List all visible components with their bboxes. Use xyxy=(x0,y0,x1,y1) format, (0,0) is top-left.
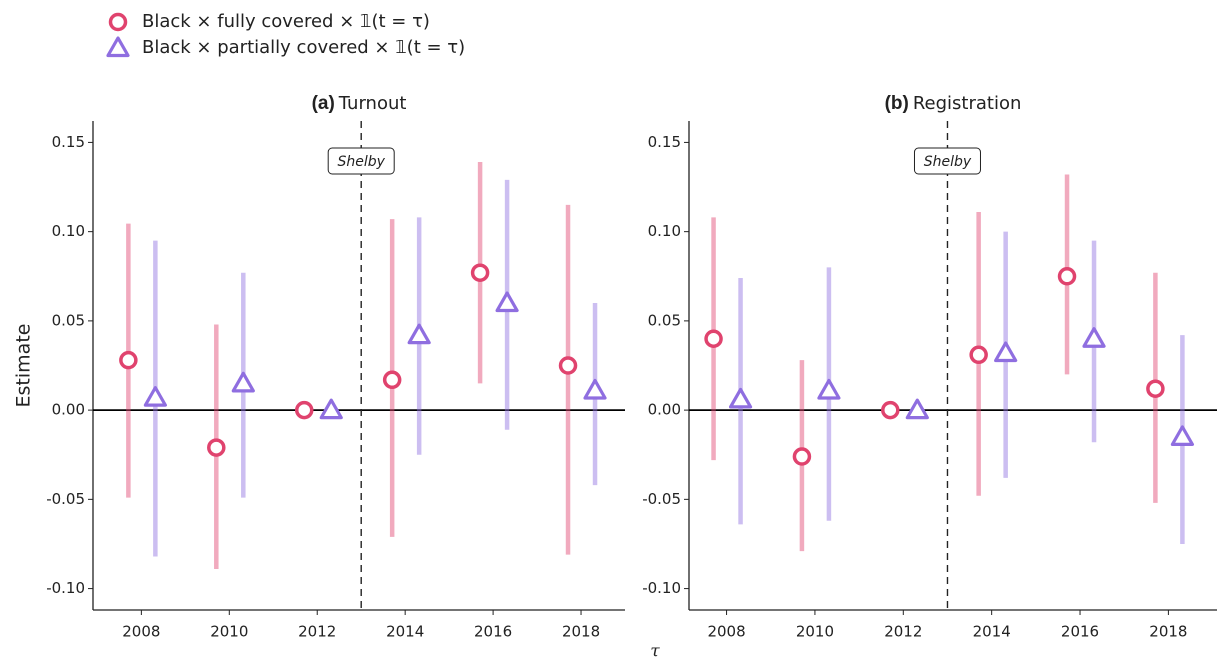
title-text: Registration xyxy=(913,93,1022,114)
legend-label: Black × partially covered × 𝟙(t = τ) xyxy=(142,37,465,58)
point xyxy=(207,438,226,457)
y-tick-label: -0.05 xyxy=(46,490,85,508)
point xyxy=(495,291,519,313)
point xyxy=(143,386,167,407)
point xyxy=(319,398,343,420)
y-tick-label: 0.00 xyxy=(52,401,85,419)
y-tick-label: 0.15 xyxy=(648,133,681,151)
point xyxy=(294,400,314,420)
y-tick-label: 0.05 xyxy=(648,311,681,329)
chart-title: (a) Turnout xyxy=(312,93,407,114)
x-tick-label: 2014 xyxy=(386,623,424,641)
x-tick-label: 2010 xyxy=(210,623,248,641)
x-axis-label: τ xyxy=(650,642,660,662)
y-tick-label: 0.15 xyxy=(52,133,85,151)
point xyxy=(119,350,138,370)
point xyxy=(704,329,723,348)
annotation-box xyxy=(327,147,395,175)
y-tick-label: 0.05 xyxy=(52,311,85,329)
point xyxy=(106,36,130,58)
point xyxy=(583,378,607,400)
point xyxy=(728,387,753,409)
point xyxy=(1170,425,1194,446)
y-tick-label: 0.10 xyxy=(52,222,85,240)
y-tick-label: -0.10 xyxy=(642,579,681,597)
point xyxy=(969,345,988,365)
point xyxy=(881,400,900,420)
y-axis-label: Estimate xyxy=(13,324,35,408)
point xyxy=(1146,379,1165,398)
annotation-box xyxy=(913,147,981,175)
x-tick-label: 2012 xyxy=(298,623,336,641)
point xyxy=(108,12,128,32)
x-tick-label: 2014 xyxy=(973,623,1011,641)
point xyxy=(470,263,490,282)
panel-label: (b) xyxy=(885,93,909,114)
point xyxy=(382,370,402,390)
title-text: Turnout xyxy=(338,93,407,114)
point xyxy=(905,398,929,420)
y-tick-label: -0.05 xyxy=(642,490,681,508)
x-tick-label: 2008 xyxy=(122,623,160,641)
x-tick-label: 2018 xyxy=(1149,623,1187,641)
point xyxy=(407,323,431,345)
point xyxy=(231,371,255,393)
x-tick-label: 2012 xyxy=(884,623,922,641)
point xyxy=(817,378,841,400)
point xyxy=(1057,267,1077,286)
chart-title: (b) Registration xyxy=(885,93,1022,114)
point xyxy=(1082,327,1106,348)
point xyxy=(994,341,1018,363)
annotation: Shelby xyxy=(924,154,972,170)
y-tick-label: -0.10 xyxy=(46,579,85,597)
x-tick-label: 2010 xyxy=(796,623,834,641)
x-tick-label: 2018 xyxy=(562,623,600,641)
x-tick-label: 2016 xyxy=(474,623,512,641)
point xyxy=(792,447,812,466)
y-tick-label: 0.10 xyxy=(648,222,681,240)
x-tick-label: 2016 xyxy=(1061,623,1099,641)
panel-label: (a) xyxy=(312,93,335,114)
x-tick-label: 2008 xyxy=(707,623,745,641)
point xyxy=(558,356,578,375)
annotation: Shelby xyxy=(337,154,385,170)
legend-label: Black × fully covered × 𝟙(t = τ) xyxy=(142,11,430,32)
y-tick-label: 0.00 xyxy=(648,401,681,419)
